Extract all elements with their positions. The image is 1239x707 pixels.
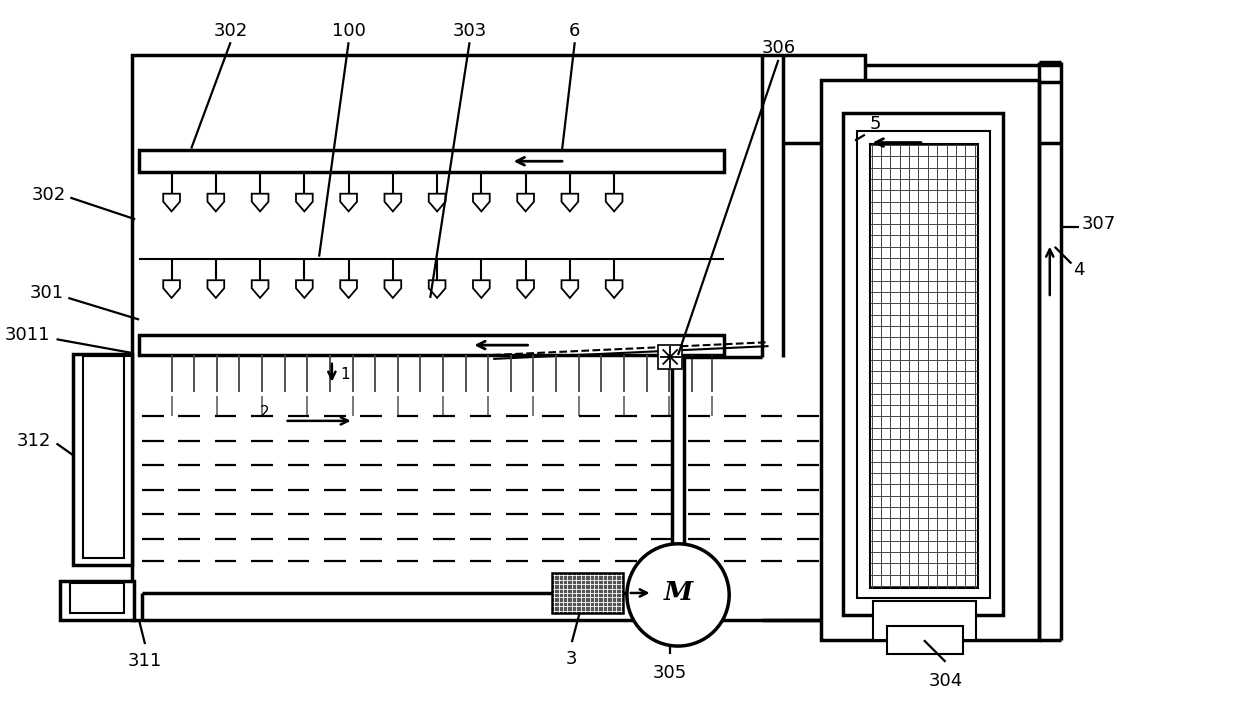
- Bar: [61, 581, 134, 621]
- Text: M: M: [663, 580, 693, 605]
- Bar: [139, 335, 725, 355]
- Text: 4: 4: [1073, 262, 1085, 279]
- Polygon shape: [606, 194, 622, 211]
- Bar: [887, 626, 963, 654]
- Polygon shape: [561, 194, 579, 211]
- Polygon shape: [606, 280, 622, 298]
- Polygon shape: [429, 194, 446, 211]
- Bar: [872, 601, 976, 640]
- Polygon shape: [341, 194, 357, 211]
- Text: 301: 301: [30, 284, 63, 302]
- Bar: [71, 583, 124, 613]
- Polygon shape: [296, 194, 312, 211]
- Polygon shape: [207, 194, 224, 211]
- Polygon shape: [207, 280, 224, 298]
- Polygon shape: [164, 280, 180, 298]
- Polygon shape: [517, 280, 534, 298]
- Circle shape: [627, 544, 730, 646]
- Text: 303: 303: [452, 23, 487, 40]
- Polygon shape: [252, 194, 269, 211]
- Polygon shape: [561, 280, 579, 298]
- Text: 302: 302: [213, 23, 248, 40]
- Polygon shape: [384, 194, 401, 211]
- Text: 3011: 3011: [5, 327, 51, 344]
- Bar: [553, 573, 623, 613]
- Polygon shape: [473, 280, 489, 298]
- Polygon shape: [517, 194, 534, 211]
- Polygon shape: [473, 194, 489, 211]
- Text: 306: 306: [761, 39, 795, 57]
- Text: 307: 307: [1082, 215, 1115, 233]
- Polygon shape: [164, 194, 180, 211]
- Polygon shape: [429, 280, 446, 298]
- Text: 312: 312: [16, 431, 51, 450]
- Polygon shape: [341, 280, 357, 298]
- Text: 311: 311: [128, 652, 162, 670]
- Text: 304: 304: [928, 672, 963, 689]
- Polygon shape: [384, 280, 401, 298]
- Text: 3: 3: [566, 650, 577, 668]
- Bar: [857, 131, 990, 598]
- Text: 6: 6: [569, 23, 581, 40]
- Text: 5: 5: [870, 115, 881, 133]
- Bar: [133, 55, 865, 621]
- Bar: [73, 354, 133, 566]
- Bar: [658, 345, 681, 369]
- Polygon shape: [252, 280, 269, 298]
- Bar: [83, 356, 124, 558]
- Bar: [870, 144, 978, 588]
- Polygon shape: [296, 280, 312, 298]
- Text: 2: 2: [260, 406, 270, 421]
- Text: 305: 305: [653, 664, 688, 682]
- Bar: [139, 151, 725, 172]
- Text: 100: 100: [332, 23, 366, 40]
- Text: 302: 302: [32, 186, 67, 204]
- Bar: [844, 113, 1002, 614]
- Bar: [820, 80, 1040, 640]
- Text: 1: 1: [341, 367, 351, 382]
